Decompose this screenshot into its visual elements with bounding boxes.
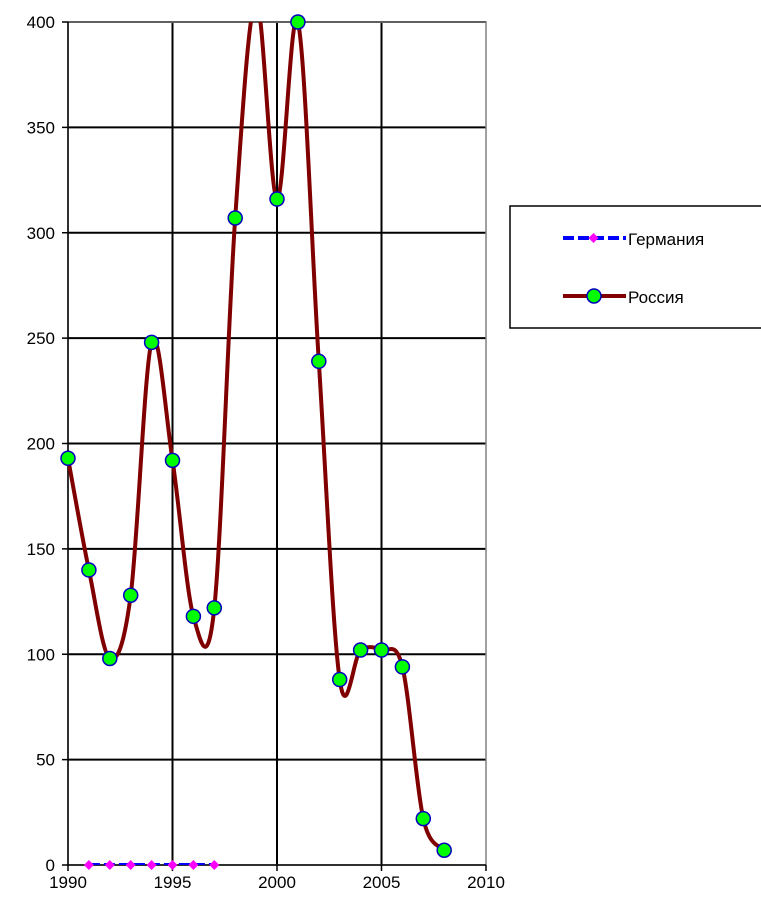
- legend-marker-russia: [586, 288, 602, 304]
- x-tick-label: 2010: [467, 873, 505, 892]
- data-point-russia: [352, 642, 369, 658]
- legend: Германия Россия: [509, 205, 761, 329]
- data-point-russia: [331, 671, 348, 688]
- data-point-germany: [125, 860, 136, 870]
- data-point-russia: [373, 642, 390, 658]
- data-point-russia: [290, 14, 306, 30]
- data-point-russia: [269, 191, 285, 207]
- y-tick-label: 50: [36, 751, 55, 770]
- data-point-russia: [206, 600, 223, 616]
- data-point-germany: [188, 860, 199, 870]
- x-tick-label: 2000: [258, 873, 296, 892]
- legend-label-germany: Германия: [628, 230, 704, 249]
- data-point-germany: [104, 860, 115, 870]
- data-point-germany: [83, 860, 94, 870]
- legend-box: [509, 205, 761, 329]
- y-tick-label: 150: [27, 540, 55, 559]
- data-point-russia: [311, 353, 327, 370]
- legend-item-russia: Россия: [563, 288, 684, 307]
- data-point-russia: [185, 608, 202, 625]
- x-tick-label: 1990: [49, 873, 87, 892]
- series: [68, 22, 446, 865]
- x-tick-label: 1995: [154, 873, 192, 892]
- x-tick-label: 2005: [363, 873, 401, 892]
- legend-label-russia: Россия: [628, 288, 684, 307]
- y-tick-label: 100: [27, 645, 55, 664]
- data-point-germany: [146, 860, 157, 870]
- data-point-russia: [415, 810, 432, 827]
- data-point-germany: [209, 860, 220, 870]
- y-tick-label: 200: [27, 435, 55, 454]
- data-point-russia: [143, 334, 160, 351]
- data-point-russia: [81, 562, 97, 578]
- data-point-russia: [60, 450, 76, 467]
- data-point-russia: [102, 650, 118, 667]
- y-tick-label: 300: [27, 224, 55, 243]
- data-point-germany: [167, 860, 178, 870]
- data-point-russia: [436, 842, 452, 858]
- y-tick-label: 400: [27, 13, 55, 32]
- grid: [68, 21, 486, 865]
- y-tick-label: 250: [27, 329, 55, 348]
- data-point-russia: [227, 210, 243, 226]
- data-point-russia: [394, 659, 411, 675]
- legend-item-germany: Германия: [563, 230, 704, 249]
- markers: [60, 14, 452, 870]
- legend-marker-germany: [588, 233, 599, 243]
- data-point-russia: [122, 587, 139, 603]
- y-tick-label: 0: [46, 856, 55, 875]
- data-point-russia: [164, 452, 181, 469]
- y-tick-label: 350: [27, 118, 55, 137]
